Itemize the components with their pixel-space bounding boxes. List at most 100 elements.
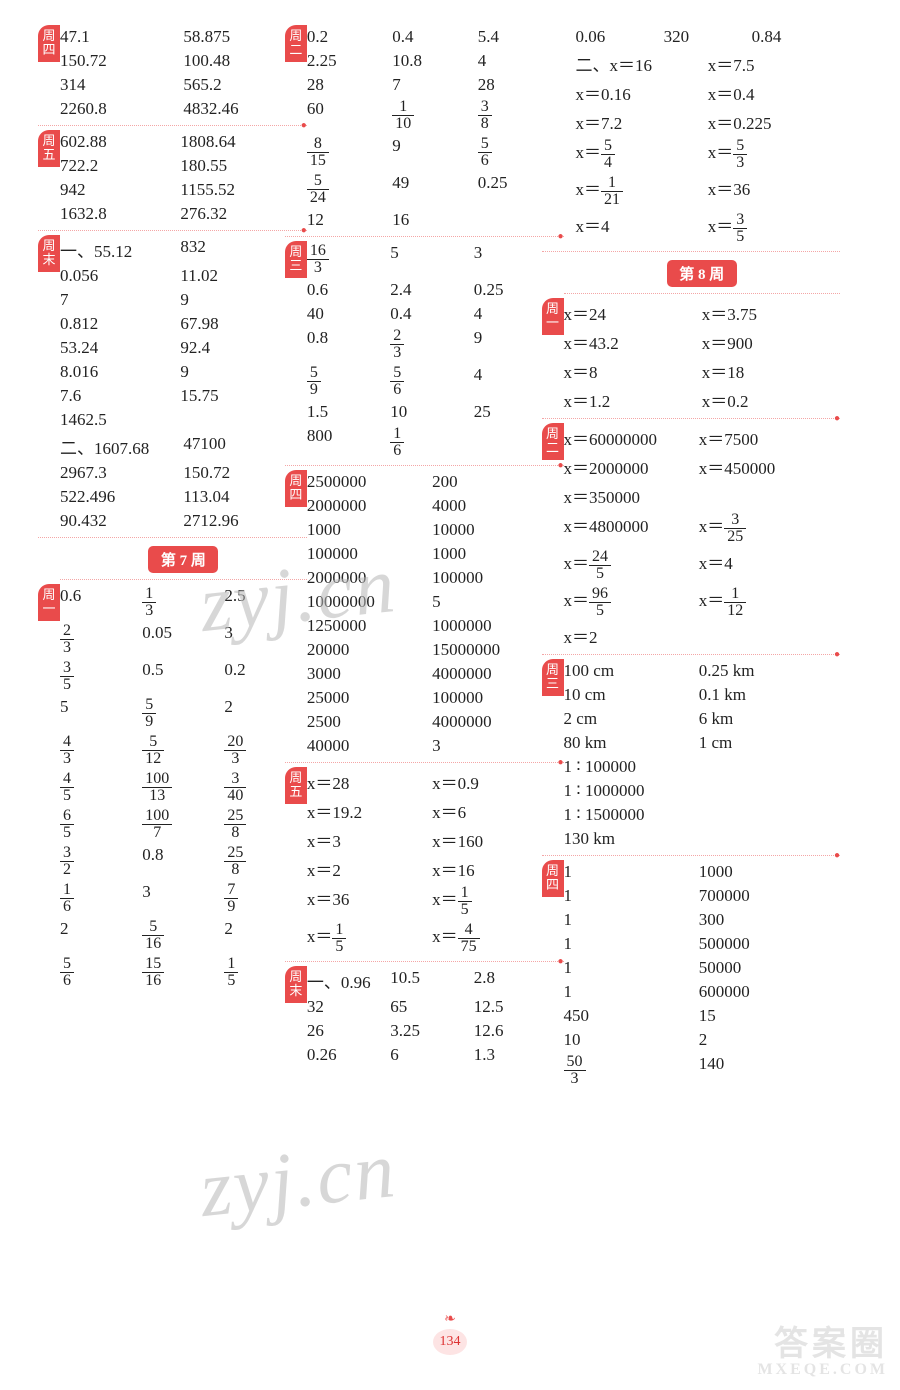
tab2-zhou5: 周五 [285, 767, 307, 804]
cell: 0.84 [752, 25, 840, 49]
cell: 320 [664, 25, 752, 49]
cell: 832 [180, 235, 300, 264]
cell: 10 [564, 1028, 699, 1052]
cell: 49 [392, 171, 477, 208]
cell: 258 [224, 843, 306, 880]
col3-w83-grid: 100 cm0.25 km10 cm0.1 km2 cm6 km80 km1 c… [564, 659, 834, 851]
cell: 1000 [432, 542, 557, 566]
cell: 522.496 [60, 485, 183, 509]
cell: x＝2 [307, 854, 432, 883]
cell: 90.432 [60, 509, 183, 533]
cell: 500000 [699, 932, 834, 956]
cell: x＝35 [708, 210, 840, 247]
cell: 2.8 [474, 966, 557, 995]
tab2-zhou4: 周四 [285, 470, 307, 507]
cell: x＝2 [564, 621, 699, 650]
cell: 0.4 [392, 25, 477, 49]
cell: 56 [478, 134, 563, 171]
cell: x＝54 [576, 136, 708, 173]
cell: 0.25 [478, 171, 563, 208]
cell: 0.26 [307, 1043, 390, 1067]
cell: 0.8 [142, 843, 224, 880]
cell: 3.25 [390, 1019, 473, 1043]
tab-w8-zhou3: 周三 [542, 659, 564, 696]
cell: 10000000 [307, 590, 432, 614]
cell: 67.98 [180, 312, 300, 336]
cell: 602.88 [60, 130, 180, 154]
cell: x＝4 [576, 210, 708, 247]
col2-zhou4: 周四 2500000200200000040001000100001000001… [307, 470, 564, 758]
col2-zhou3: 周三 163530.62.40.25400.440.8239595641.510… [307, 241, 564, 461]
cell: 40 [307, 302, 390, 326]
cell: 722.2 [60, 154, 180, 178]
cell: x＝4800000 [564, 510, 699, 547]
cell: 15000000 [432, 638, 557, 662]
cell: 15.75 [180, 384, 300, 408]
col2-b3-grid: 163530.62.40.25400.440.8239595641.510258… [307, 241, 558, 461]
cell: 3 [474, 241, 557, 278]
cell: 524 [307, 171, 392, 208]
cell: 5 [390, 241, 473, 278]
cell: 1 [564, 884, 699, 908]
cell [699, 621, 834, 650]
cell: 6 [390, 1043, 473, 1067]
cell: 150.72 [60, 49, 183, 73]
cell: 0.2 [307, 25, 392, 49]
col3-w81-grid: x＝24x＝3.75x＝43.2x＝900x＝8x＝18x＝1.2x＝0.2 [564, 298, 840, 414]
cell [699, 827, 834, 851]
cell: x＝43.2 [564, 327, 702, 356]
cell: 10 cm [564, 683, 699, 707]
cell: x＝450000 [699, 452, 834, 481]
cell: 2260.8 [60, 97, 183, 121]
cell: 28 [478, 73, 563, 97]
cell: 512 [142, 732, 224, 769]
cell: 65 [390, 995, 473, 1019]
cell: 450 [564, 1004, 699, 1028]
cell: x＝24 [564, 298, 702, 327]
cell: 5 [432, 590, 557, 614]
col3-top-grid: 二、x＝16x＝7.5x＝0.16x＝0.4x＝7.2x＝0.225x＝54x＝… [576, 49, 840, 247]
cell: 163 [307, 241, 390, 278]
cell: 2.25 [307, 49, 392, 73]
cell: 1808.64 [180, 130, 300, 154]
cell: x＝6 [432, 796, 557, 825]
cell: 2.4 [390, 278, 473, 302]
cell: 56 [60, 954, 142, 991]
cell: 35 [60, 658, 142, 695]
cell: 1 [564, 956, 699, 980]
col3-w82-grid: x＝60000000x＝7500x＝2000000x＝450000x＝35000… [564, 423, 834, 650]
cell: 10000 [432, 518, 557, 542]
cell: 7 [392, 73, 477, 97]
tab-zhoumo: 周末 [38, 235, 60, 272]
cell: 8.016 [60, 360, 180, 384]
cell: 100 cm [564, 659, 699, 683]
tab-zhou5: 周五 [38, 130, 60, 167]
cell: 2500000 [307, 470, 432, 494]
cell: 0.05 [142, 621, 224, 658]
cell: 50000 [699, 956, 834, 980]
cell: 276.32 [180, 202, 300, 226]
cell: x＝0.225 [708, 107, 840, 136]
cell: 800 [307, 424, 390, 461]
cell: 1632.8 [60, 202, 180, 226]
cell: 一、0.96 [307, 966, 390, 995]
cell [180, 408, 300, 432]
cell: x＝19.2 [307, 796, 432, 825]
cell: 15 [699, 1004, 834, 1028]
cell: 0.1 km [699, 683, 834, 707]
col1-w7-grid: 0.6132.5230.053350.50.255924351220345100… [60, 584, 307, 991]
cell: 13 [142, 584, 224, 621]
col3-w84-grid: 1100017000001300150000015000016000004501… [564, 860, 834, 1089]
cell: 600000 [699, 980, 834, 1004]
cell: 5 [60, 695, 142, 732]
cell [699, 779, 834, 803]
cell: 3 [224, 621, 306, 658]
col1-zhou4: 周四 47.158.875150.72100.48314565.22260.84… [60, 25, 307, 121]
cell: 47.1 [60, 25, 183, 49]
cell: 二、x＝16 [576, 49, 708, 78]
cell: 0.25 [474, 278, 557, 302]
cell: 9 [392, 134, 477, 171]
cell: x＝3 [307, 825, 432, 854]
cell: 0.6 [60, 584, 142, 621]
col1-mo-grid1: 一、55.128320.05611.02790.81267.9853.2492.… [60, 235, 301, 432]
